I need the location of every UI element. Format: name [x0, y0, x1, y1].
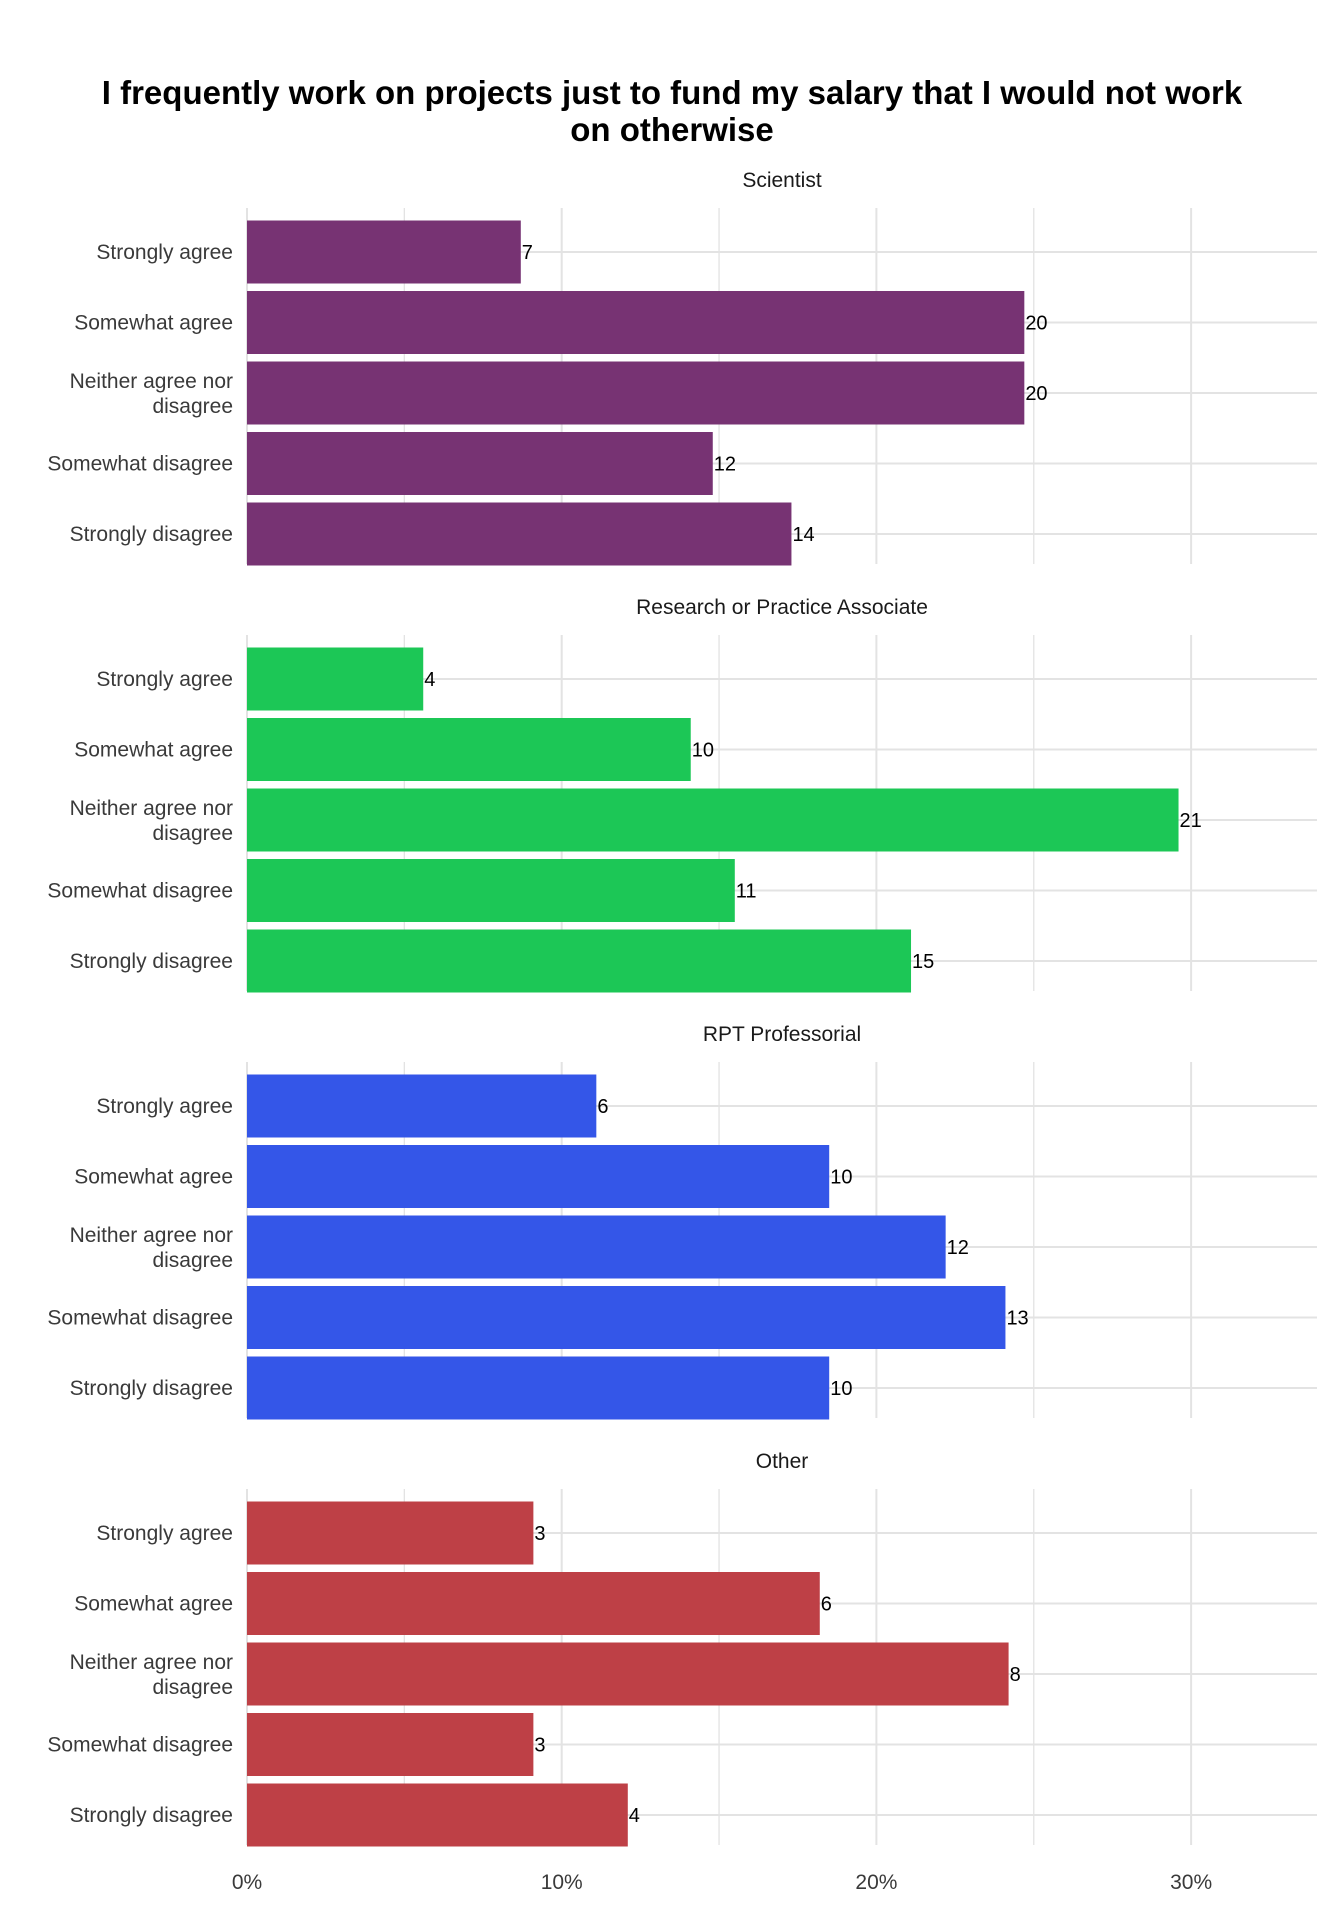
category-label: Strongly agree	[96, 1522, 233, 1545]
bar	[247, 788, 1179, 852]
panel-strip-label: Research or Practice Associate	[636, 596, 928, 619]
panel-scientist: Scientist Strongly agree 7 Somewhat agree 20…	[47, 169, 1317, 566]
category-label: Strongly disagree	[70, 1804, 233, 1827]
bar-count-label: 15	[912, 951, 934, 973]
bar-count-label: 3	[534, 1735, 545, 1757]
bar-count-label: 14	[792, 524, 814, 546]
category-label: Strongly agree	[96, 668, 233, 691]
bar-count-label: 13	[1006, 1308, 1028, 1330]
panel-research-or-practice-associate: Research or Practice Associate Strongly a…	[47, 596, 1317, 993]
chart-title-line-2: on otherwise	[570, 111, 774, 148]
x-axis: 0% 10% 20% 30%	[232, 1871, 1212, 1894]
bar	[247, 929, 912, 993]
bar-count-label: 11	[736, 881, 757, 903]
panels-layer: Scientist Strongly agree 7 Somewhat agree 20…	[47, 169, 1317, 1847]
bar	[247, 1572, 820, 1635]
bar	[247, 1713, 534, 1776]
bar	[247, 859, 735, 922]
x-tick-label: 30%	[1170, 1871, 1212, 1894]
bar	[247, 1501, 534, 1565]
bar-count-label: 12	[947, 1237, 969, 1259]
bar-count-label: 7	[522, 242, 533, 264]
bar-count-label: 10	[830, 1167, 852, 1189]
x-tick-label: 0%	[232, 1871, 262, 1894]
category-label: Somewhat disagree	[47, 880, 233, 903]
bar	[247, 361, 1025, 425]
category-label: Neither agree nor disagree	[70, 1224, 233, 1272]
bar-count-label: 4	[629, 1805, 640, 1827]
category-label: Somewhat agree	[74, 739, 233, 762]
bar	[247, 647, 424, 711]
category-label: Strongly disagree	[70, 1377, 233, 1400]
bar	[247, 1074, 597, 1138]
bar-count-label: 20	[1025, 313, 1047, 335]
panel-rpt-professorial: RPT Professorial Strongly agree 6 Somewhat …	[47, 1023, 1317, 1420]
bar	[247, 718, 691, 781]
panel-strip-label: Other	[756, 1450, 809, 1473]
bar	[247, 502, 792, 566]
category-label: Neither agree nor disagree	[70, 797, 233, 845]
bar-count-label: 6	[597, 1096, 608, 1118]
category-label: Strongly disagree	[70, 523, 233, 546]
bar-count-label: 10	[830, 1378, 852, 1400]
category-label: Strongly agree	[96, 1095, 233, 1118]
bar	[247, 1356, 830, 1420]
bar	[247, 291, 1025, 354]
x-tick-label: 20%	[855, 1871, 897, 1894]
category-label: Neither agree nor disagree	[70, 370, 233, 418]
bar	[247, 1145, 830, 1208]
bar-count-label: 21	[1180, 810, 1202, 832]
bar-count-label: 8	[1010, 1664, 1021, 1686]
category-label: Somewhat disagree	[47, 453, 233, 476]
category-label: Somewhat agree	[74, 1593, 233, 1616]
category-label: Somewhat disagree	[47, 1307, 233, 1330]
category-label: Somewhat agree	[74, 1166, 233, 1189]
panel-strip-label: RPT Professorial	[703, 1023, 861, 1046]
category-label: Strongly disagree	[70, 950, 233, 973]
bar-count-label: 10	[692, 740, 714, 762]
bar	[247, 1215, 946, 1279]
bar-count-label: 20	[1025, 383, 1047, 405]
bar-count-label: 6	[821, 1594, 832, 1616]
bar-count-label: 3	[534, 1523, 545, 1545]
x-tick-label: 10%	[541, 1871, 583, 1894]
bar-count-label: 12	[714, 454, 736, 476]
chart-title-line-1: I frequently work on projects just to fu…	[102, 74, 1243, 111]
bar	[247, 220, 521, 284]
category-label: Somewhat disagree	[47, 1734, 233, 1757]
category-label: Strongly agree	[96, 241, 233, 264]
bar-count-label: 4	[424, 669, 435, 691]
panel-other: Other Strongly agree 3 Somewhat agree 6 Neith…	[47, 1450, 1317, 1847]
bar	[247, 1783, 628, 1847]
bar	[247, 432, 713, 495]
category-label: Somewhat agree	[74, 312, 233, 335]
panel-strip-label: Scientist	[742, 169, 822, 192]
bar	[247, 1286, 1006, 1349]
category-label: Neither agree nor disagree	[70, 1651, 233, 1699]
bar	[247, 1642, 1009, 1706]
